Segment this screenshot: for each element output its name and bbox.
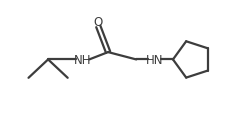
Text: HN: HN: [146, 53, 163, 66]
Text: O: O: [94, 16, 103, 29]
Text: NH: NH: [74, 53, 91, 66]
